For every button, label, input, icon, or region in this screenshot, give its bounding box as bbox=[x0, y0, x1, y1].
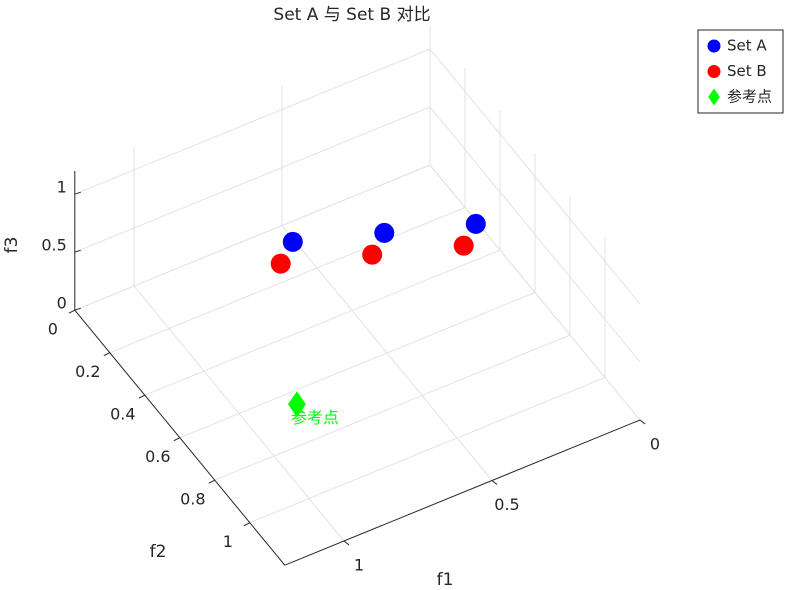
legend-label: Set B bbox=[727, 62, 767, 80]
y-tick bbox=[138, 394, 146, 399]
y-axis-label: f2 bbox=[150, 542, 167, 562]
z-axis-label: f3 bbox=[2, 237, 22, 254]
grid-line bbox=[144, 249, 501, 396]
z-tick bbox=[74, 191, 81, 195]
legend-marker bbox=[707, 65, 721, 78]
marker bbox=[287, 391, 306, 418]
grid-line bbox=[74, 48, 431, 195]
grid-line bbox=[179, 292, 536, 439]
y-tick-label: 0.2 bbox=[75, 362, 100, 381]
z-tick-label: 0 bbox=[57, 294, 67, 313]
legend-marker bbox=[708, 88, 720, 106]
x-axis-label: f1 bbox=[437, 570, 454, 590]
grid-line bbox=[249, 377, 606, 524]
y-tick bbox=[243, 522, 251, 527]
legend-label: Set A bbox=[727, 37, 767, 55]
point-annotation: 参考点 bbox=[291, 408, 339, 427]
marker bbox=[465, 213, 486, 234]
grid-line bbox=[74, 106, 431, 253]
x-tick-label: 1 bbox=[354, 556, 364, 575]
y-tick bbox=[103, 352, 111, 357]
marker bbox=[453, 235, 474, 256]
x-tick-label: 0.5 bbox=[494, 495, 519, 514]
marker bbox=[374, 222, 395, 243]
y-tick-label: 1 bbox=[223, 532, 233, 551]
marker bbox=[270, 253, 291, 274]
z-tick bbox=[74, 307, 81, 311]
chart-title: Set A 与 Set B 对比 bbox=[273, 5, 430, 25]
y-tick bbox=[208, 479, 216, 484]
legend-label: 参考点 bbox=[727, 88, 772, 106]
y-tick-label: 0.4 bbox=[110, 405, 135, 424]
grid-line bbox=[109, 207, 466, 354]
z-tick-label: 0.5 bbox=[41, 236, 66, 255]
y-tick bbox=[173, 437, 181, 442]
y-tick bbox=[68, 309, 76, 314]
x-tick-label: 0 bbox=[650, 435, 660, 454]
y-tick-label: 0 bbox=[48, 320, 58, 339]
marker bbox=[282, 231, 303, 252]
grid-line bbox=[429, 48, 641, 305]
grid-line bbox=[429, 106, 641, 363]
z-tick bbox=[74, 249, 81, 253]
marker bbox=[362, 244, 383, 265]
grid-line bbox=[214, 334, 571, 481]
x-tick bbox=[343, 540, 350, 546]
y-tick-label: 0.8 bbox=[180, 490, 205, 509]
x-tick bbox=[491, 480, 498, 485]
grid-line bbox=[74, 164, 431, 311]
legend-marker bbox=[707, 39, 721, 53]
y-tick-label: 0.6 bbox=[145, 447, 170, 466]
grid-line bbox=[429, 164, 641, 421]
z-tick-label: 1 bbox=[57, 178, 67, 197]
x-tick bbox=[639, 419, 646, 425]
